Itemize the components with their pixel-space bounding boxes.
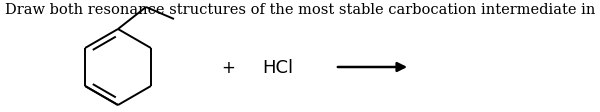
Text: +: + [221,58,235,76]
Text: HCl: HCl [262,58,293,76]
Text: Draw both resonance structures of the most stable carbocation intermediate in th: Draw both resonance structures of the mo… [5,3,600,17]
